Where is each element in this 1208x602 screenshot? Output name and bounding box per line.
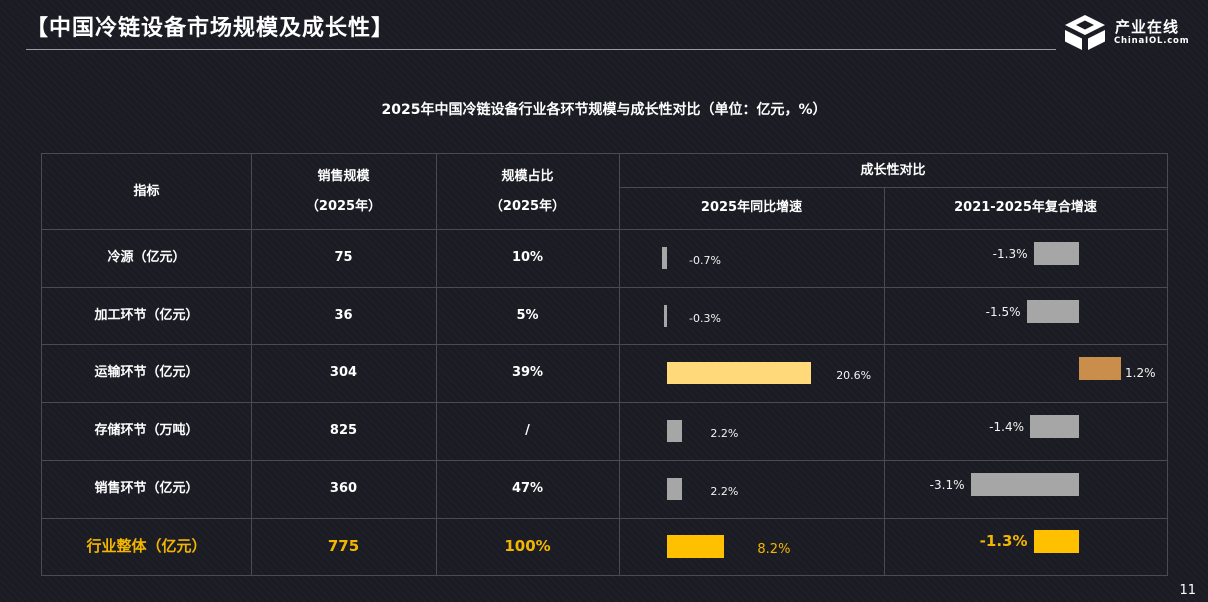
row-share-cell: /	[525, 422, 530, 438]
header-share: 规模占比 （2025年）	[436, 154, 619, 229]
header-yoy: 2025年同比增速	[700, 200, 803, 215]
header-sales-line2: （2025年）	[305, 198, 382, 214]
yoy-bar	[664, 304, 667, 327]
cagr-label: -3.1%	[929, 477, 965, 492]
row-divider	[42, 344, 1167, 346]
page-title: 【中国冷链设备市场规模及成长性】	[26, 16, 395, 41]
table-caption: 2025年中国冷链设备行业各环节规模与成长性对比（单位：亿元，%）	[381, 102, 827, 118]
grid-line	[436, 154, 437, 575]
chinaiol-logo: 产业在线 ChinaIOL.com	[1062, 13, 1192, 53]
row-sales-cell: 360	[329, 480, 358, 496]
cagr-label: -1.5%	[985, 304, 1021, 319]
yoy-label: 8.2%	[757, 542, 791, 558]
cagr-bar	[1030, 414, 1079, 438]
page-number: 11	[1179, 583, 1196, 598]
yoy-label: 2.2%	[710, 484, 739, 498]
yoy-bar	[667, 477, 683, 500]
row-sales-cell: 825	[329, 422, 358, 438]
cagr-bar	[1079, 357, 1121, 381]
row-share-cell: 100%	[504, 537, 551, 556]
row-name-cell: 销售环节（亿元）	[94, 480, 199, 496]
cagr-label: -1.3%	[979, 532, 1028, 551]
row-divider	[42, 517, 1167, 519]
cube-logo-icon	[1065, 15, 1105, 50]
yoy-label: 20.6%	[836, 369, 872, 383]
cagr-bar	[1026, 299, 1079, 323]
row-divider	[42, 459, 1167, 461]
header-sales-line1: 销售规模	[317, 168, 370, 184]
row-share-cell: 5%	[516, 307, 539, 323]
row-sales-cell: 36	[334, 307, 353, 323]
row-sales-cell: 304	[329, 365, 358, 381]
cagr-bar	[1033, 241, 1079, 265]
row-divider	[42, 286, 1167, 288]
row-share-cell: 10%	[511, 249, 544, 265]
yoy-label: -0.3%	[689, 311, 721, 325]
header-cagr: 2021-2025年复合增速	[954, 200, 1097, 215]
row-name-cell: 存储环节（万吨）	[94, 422, 199, 438]
row-name-cell: 加工环节（亿元）	[94, 307, 199, 323]
header-indicator: 指标	[133, 183, 160, 199]
comparison-table: 指标 销售规模 （2025年） 规模占比 （2025年） 成长性对比 2025年…	[41, 153, 1168, 576]
logo-name: 产业在线	[1115, 18, 1180, 36]
header-share-line2: （2025年）	[489, 198, 566, 214]
yoy-label: 2.2%	[710, 426, 739, 440]
row-sales-cell: 775	[327, 537, 360, 556]
row-name-cell: 运输环节（亿元）	[94, 365, 199, 381]
row-divider	[42, 229, 1167, 230]
row-divider	[42, 402, 1167, 404]
title-divider	[26, 49, 1056, 50]
logo-subtitle: ChinaIOL.com	[1114, 36, 1190, 46]
cagr-label: -1.3%	[992, 246, 1028, 261]
row-share-cell: 39%	[511, 365, 544, 381]
grid-line	[251, 154, 252, 575]
row-share-cell: 47%	[511, 480, 544, 496]
row-sales-cell: 75	[334, 249, 353, 265]
cagr-bar	[970, 472, 1079, 496]
yoy-label: -0.7%	[689, 253, 721, 267]
header-share-line1: 规模占比	[501, 168, 554, 184]
cagr-label: -1.4%	[989, 419, 1024, 434]
grid-line	[619, 154, 620, 575]
row-name-cell: 冷源（亿元）	[107, 249, 186, 265]
yoy-bar	[667, 534, 725, 558]
cagr-label: 1.2%	[1125, 366, 1156, 381]
yoy-bar	[667, 419, 683, 442]
cagr-bar	[1033, 530, 1079, 554]
header-growth: 成长性对比	[860, 162, 926, 178]
header-sales: 销售规模 （2025年）	[251, 154, 436, 229]
grid-line	[619, 187, 1167, 188]
grid-line	[884, 187, 885, 575]
yoy-bar	[667, 362, 812, 385]
yoy-bar	[662, 246, 667, 269]
row-name-cell: 行业整体（亿元）	[86, 537, 207, 556]
